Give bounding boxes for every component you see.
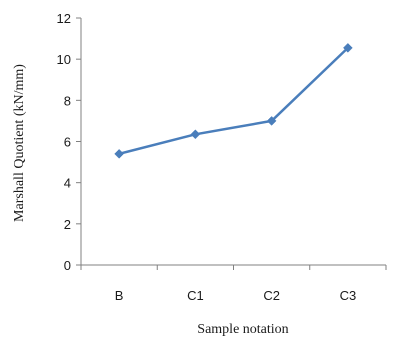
y-tick-label: 12 bbox=[57, 11, 71, 26]
x-axis-title: Sample notation bbox=[197, 322, 288, 337]
series-line bbox=[118, 46, 349, 156]
y-tick-label: 8 bbox=[64, 93, 71, 108]
y-tick-label: 0 bbox=[64, 258, 71, 273]
data-point-marker bbox=[190, 129, 201, 140]
x-tick-label: C3 bbox=[340, 288, 357, 303]
x-tick-label: C2 bbox=[263, 288, 280, 303]
x-tick-label: C1 bbox=[187, 288, 204, 303]
x-tick-label: B bbox=[115, 288, 124, 303]
series bbox=[114, 42, 353, 159]
y-axis: 0 2 4 6 8 10 12 bbox=[57, 11, 82, 273]
x-axis: B C1 C2 C3 bbox=[80, 264, 387, 303]
y-tick-label: 4 bbox=[64, 176, 71, 191]
data-point-marker bbox=[343, 42, 353, 53]
y-tick-label: 10 bbox=[57, 52, 71, 67]
y-axis-title: Marshall Quotient (kN/mm) bbox=[12, 64, 27, 222]
y-tick-label: 6 bbox=[64, 135, 71, 150]
data-point-marker bbox=[266, 116, 277, 126]
y-tick-label: 2 bbox=[64, 217, 71, 232]
data-point-marker bbox=[114, 148, 124, 159]
